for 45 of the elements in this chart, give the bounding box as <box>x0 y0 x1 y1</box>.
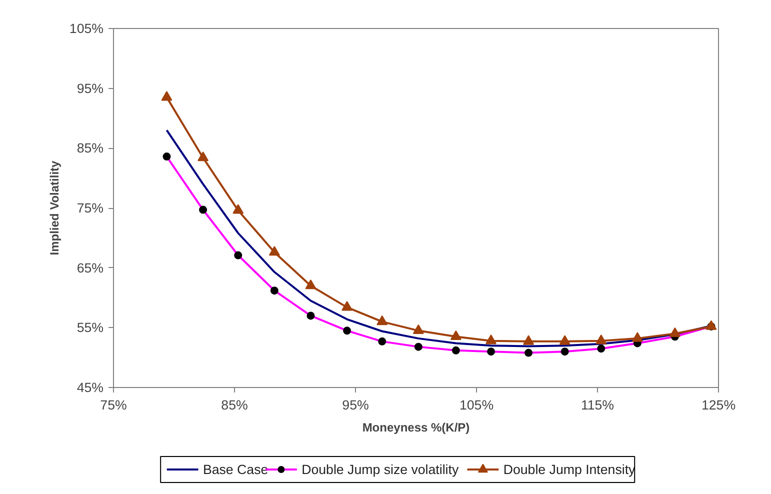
point <box>376 315 388 326</box>
point <box>596 334 607 344</box>
point <box>305 280 316 290</box>
x-tick-label: 85% <box>221 398 248 412</box>
x-tick-label: 95% <box>342 398 369 412</box>
point <box>487 348 496 356</box>
x-tick-label: 105% <box>459 398 494 412</box>
point <box>268 246 280 256</box>
point <box>414 342 422 351</box>
y-tick-label: 65% <box>76 260 104 276</box>
x-tick-label: 115% <box>580 398 614 412</box>
y-axis-title: Implied Volatility <box>47 160 62 256</box>
point <box>162 152 171 161</box>
point <box>412 324 424 334</box>
y-tick-label: 45% <box>76 380 104 395</box>
point <box>198 151 209 162</box>
legend-label: Base Case <box>202 462 268 477</box>
point <box>669 327 680 338</box>
point <box>234 251 242 260</box>
point <box>343 326 352 335</box>
y-tick-label: 55% <box>76 320 104 336</box>
point <box>632 332 643 342</box>
legend-label: Double Jump size volatility <box>302 462 459 477</box>
point <box>199 206 208 214</box>
point <box>450 330 462 340</box>
point <box>378 337 386 346</box>
y-tick-label: 75% <box>76 200 104 216</box>
point <box>486 334 497 344</box>
point <box>342 301 353 311</box>
x-axis-title: Moneyness %(K/P) <box>362 420 470 434</box>
x-tick-label: 75% <box>100 398 127 412</box>
y-tick-label: 105% <box>69 21 104 36</box>
point <box>232 204 244 214</box>
point <box>306 312 315 320</box>
point <box>597 344 606 353</box>
point <box>161 91 172 101</box>
point <box>524 348 533 357</box>
point <box>270 286 278 295</box>
point <box>452 346 460 354</box>
point <box>523 335 534 345</box>
point <box>559 335 570 345</box>
point <box>560 348 569 356</box>
y-tick-label: 95% <box>76 80 104 96</box>
y-tick-label: 85% <box>76 140 104 156</box>
x-tick-label: 125% <box>701 398 736 412</box>
